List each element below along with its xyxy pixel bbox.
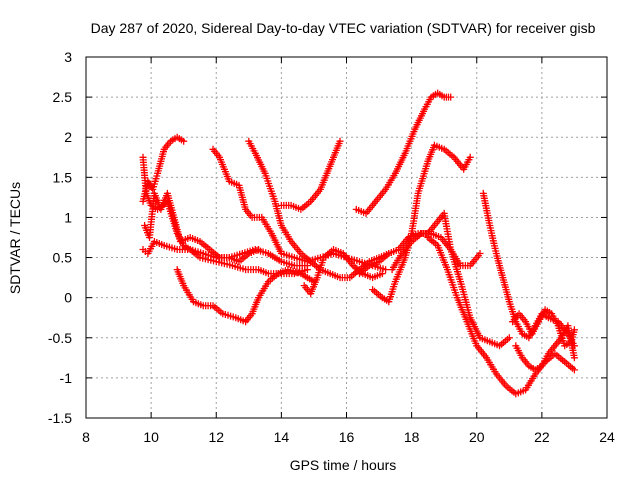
x-tick-label: 14 — [274, 429, 290, 445]
x-axis-label: GPS time / hours — [290, 457, 397, 473]
data-point-markers — [277, 137, 344, 213]
series-sat-j — [352, 89, 455, 217]
y-tick-label: 2 — [64, 129, 72, 145]
chart-title: Day 287 of 2020, Sidereal Day-to-day VTE… — [91, 20, 596, 36]
data-point-markers — [512, 322, 578, 374]
y-tick-label: 3 — [64, 49, 72, 65]
data-point-markers — [139, 238, 311, 270]
y-tick-label: -1 — [60, 370, 73, 386]
series-sat-n — [424, 234, 578, 398]
x-tick-label: 8 — [82, 429, 90, 445]
ticks-layer: 8 10 12 14 16 18 20 22 24 3 2.5 2 1.5 1 0.5 0 -0.5 -1 -1.5 — [48, 49, 615, 445]
x-tick-label: 20 — [469, 429, 485, 445]
y-tick-label: 0 — [64, 290, 72, 306]
data-point-markers — [388, 230, 513, 350]
series-sat-m — [388, 230, 513, 350]
x-tick-label: 18 — [404, 429, 420, 445]
data-point-markers — [352, 89, 455, 217]
series-sat-h — [277, 137, 344, 213]
series-sat-q — [512, 322, 578, 374]
x-tick-label: 12 — [208, 429, 224, 445]
y-tick-label: -1.5 — [48, 410, 72, 426]
series-sat-e — [173, 266, 318, 326]
y-tick-label: 0.5 — [53, 250, 73, 266]
series-sat-d — [139, 238, 311, 270]
data-point-markers — [424, 234, 578, 398]
marks-layer — [139, 89, 578, 398]
y-tick-label: 1 — [64, 209, 72, 225]
y-tick-label: 1.5 — [53, 169, 73, 185]
y-tick-label: -0.5 — [48, 330, 72, 346]
plot-frame — [85, 56, 608, 419]
x-tick-label: 10 — [143, 429, 159, 445]
y-axis-label: SDTVAR / TECUs — [7, 182, 23, 294]
x-tick-label: 24 — [599, 429, 615, 445]
y-tick-label: 2.5 — [53, 89, 73, 105]
x-tick-label: 16 — [339, 429, 355, 445]
x-tick-label: 22 — [534, 429, 550, 445]
data-point-markers — [173, 266, 318, 326]
